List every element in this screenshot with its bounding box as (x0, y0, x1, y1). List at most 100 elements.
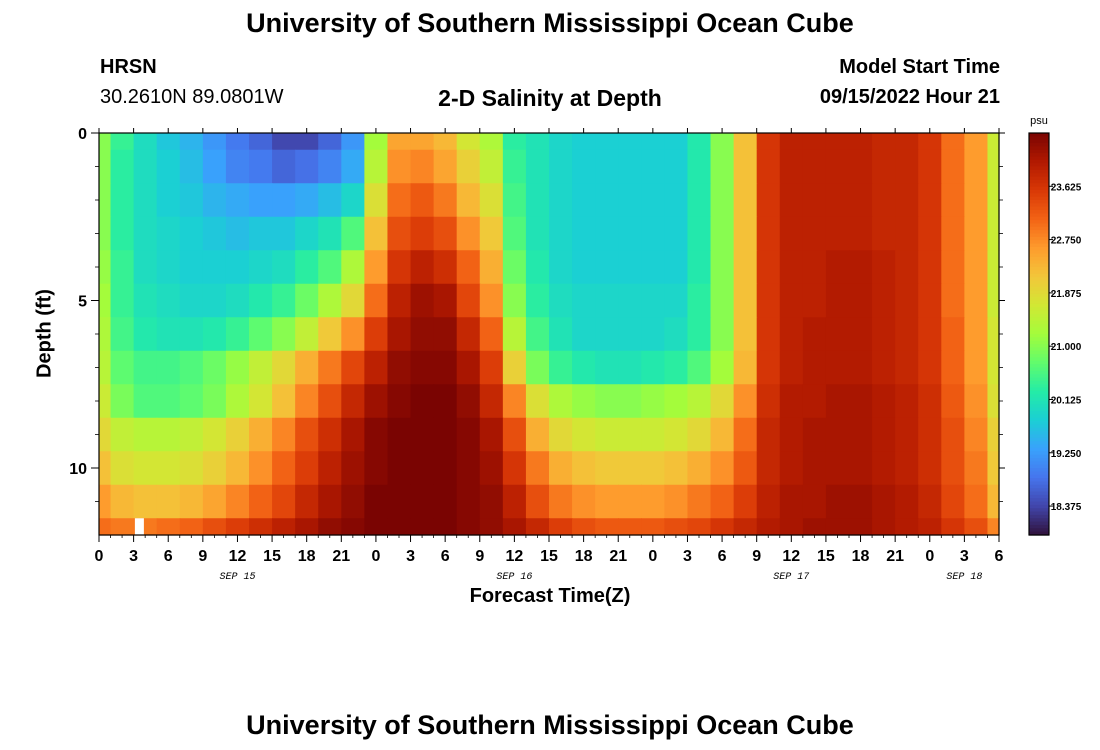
heatmap-cell (687, 216, 712, 251)
heatmap-cell (779, 283, 804, 318)
heatmap-cell (433, 250, 458, 285)
heatmap-cell (572, 518, 596, 536)
heatmap-cell (179, 283, 204, 318)
colorbar-step (1029, 364, 1049, 369)
colorbar-step (1029, 387, 1049, 392)
colorbar-step (1029, 273, 1049, 278)
heatmap-cell (110, 133, 135, 151)
heatmap-cell (756, 283, 781, 318)
colorbar-step (1029, 401, 1049, 405)
heatmap-cell (825, 350, 850, 385)
heatmap-cell (133, 183, 158, 218)
heatmap-cell (110, 384, 135, 419)
colorbar-step (1029, 330, 1049, 335)
heatmap-cell (364, 183, 389, 218)
heatmap-cell (295, 384, 319, 419)
heatmap-cell (987, 133, 1000, 151)
heatmap-cell (249, 133, 273, 151)
heatmap-cell (502, 384, 527, 419)
heatmap-cell (549, 283, 573, 318)
heatmap-cell (502, 250, 527, 285)
heatmap-cell (687, 451, 712, 486)
colorbar-tick-label: 21.000 (1051, 342, 1082, 353)
heatmap-cell (225, 149, 250, 184)
heatmap-cell (549, 317, 573, 352)
heatmap-cell (479, 283, 504, 318)
heatmap-cell (156, 451, 181, 486)
colorbar-step (1029, 327, 1049, 332)
heatmap-cell (341, 317, 365, 352)
heatmap-cell (618, 283, 642, 318)
heatmap-cell (549, 149, 573, 184)
heatmap-cell (964, 384, 989, 419)
heatmap-cell (364, 451, 389, 486)
heatmap-cell (110, 350, 135, 385)
heatmap-cell (364, 133, 389, 151)
heatmap-cell (364, 417, 389, 452)
colorbar-step (1029, 300, 1049, 305)
heatmap-cell (225, 133, 250, 151)
heatmap-cell (272, 133, 296, 151)
heatmap-cell (225, 417, 250, 452)
heatmap-cell (802, 350, 827, 385)
heatmap-cell (272, 149, 296, 184)
heatmap-cell (179, 451, 204, 486)
heatmap-cell (387, 451, 412, 486)
heatmap-cell (133, 317, 158, 352)
heatmap-cell (825, 216, 850, 251)
heatmap-cell (456, 133, 481, 151)
colorbar-frame (1028, 132, 1050, 536)
colorbar-step (1029, 169, 1049, 174)
heatmap-cell (941, 250, 965, 285)
colorbar-step (1029, 173, 1049, 178)
heatmap-cell (895, 518, 919, 536)
heatmap-cell (179, 149, 204, 184)
heatmap-cell (410, 250, 435, 285)
heatmap-cell (595, 133, 619, 151)
colorbar-step (1029, 508, 1049, 513)
heatmap-cell (664, 149, 689, 184)
colorbar-step (1029, 524, 1049, 529)
colorbar-step (1029, 320, 1049, 325)
colorbar-step (1029, 384, 1049, 389)
heatmap-cell (779, 133, 804, 151)
colorbar-step (1029, 277, 1049, 281)
heatmap-cell (872, 384, 896, 419)
heatmap-cell (410, 149, 435, 184)
colorbar-tick-label: 22.750 (1051, 236, 1082, 247)
heatmap-cell (295, 283, 319, 318)
heatmap-cell (202, 216, 227, 251)
heatmap-cell (733, 451, 758, 486)
heatmap-cell (918, 317, 942, 352)
heatmap-cell (433, 350, 458, 385)
heatmap-cell (872, 451, 896, 486)
heatmap-cell (918, 283, 942, 318)
colorbar-step (1029, 203, 1049, 208)
heatmap-cell (364, 484, 389, 519)
heatmap-cell (295, 216, 319, 251)
x-tick-label: 9 (198, 548, 207, 565)
heatmap-cell (364, 216, 389, 251)
heatmap-cell (295, 417, 319, 452)
heatmap-cell (433, 417, 458, 452)
heatmap-cell (572, 384, 596, 419)
heatmap-cell (99, 216, 112, 251)
colorbar-step (1029, 200, 1049, 204)
heatmap-cell (156, 317, 181, 352)
heatmap-cell (895, 484, 919, 519)
colorbar-step (1029, 236, 1049, 241)
heatmap-cell (964, 451, 989, 486)
colorbar-step (1029, 297, 1049, 302)
heatmap-cell (549, 417, 573, 452)
heatmap-cell (202, 384, 227, 419)
x-tick-label: 0 (371, 548, 380, 565)
colorbar-step (1029, 313, 1049, 318)
heatmap-cell (595, 451, 619, 486)
heatmap-cell (849, 283, 873, 318)
x-tick-label: 21 (332, 548, 350, 565)
colorbar-step (1029, 474, 1049, 479)
heatmap-cells (99, 133, 1000, 536)
heatmap-cell (572, 350, 596, 385)
heatmap-cell (202, 484, 227, 519)
